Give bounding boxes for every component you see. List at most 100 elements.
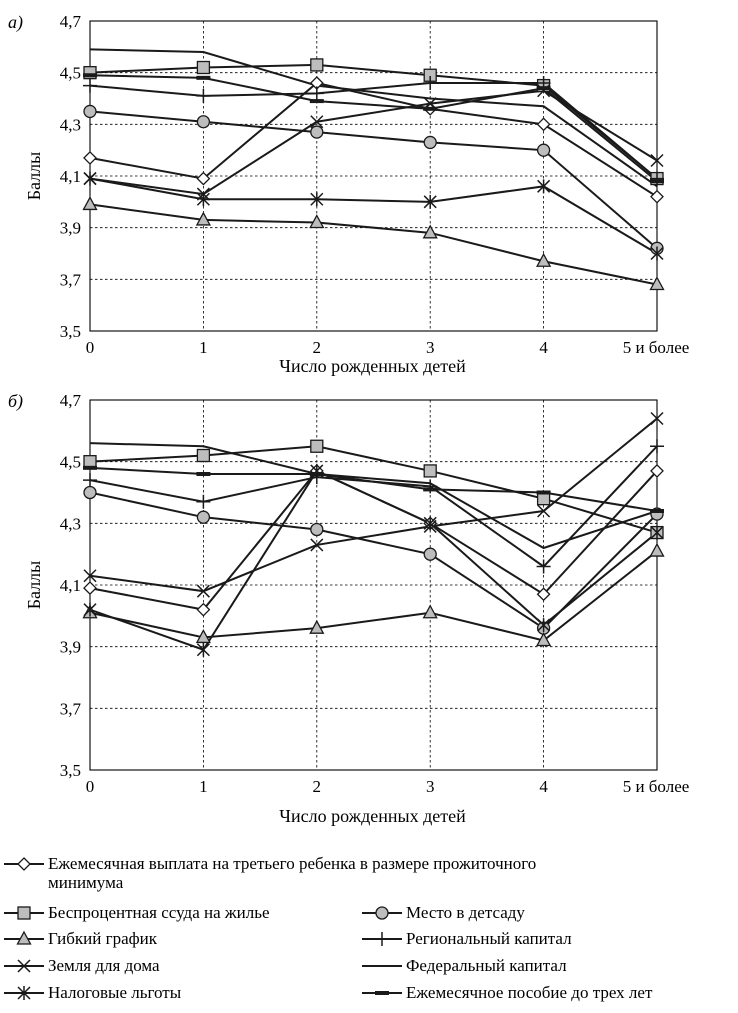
series-line [89, 74, 658, 182]
series-line [89, 63, 658, 180]
series-line [89, 48, 658, 188]
data-point-plus [536, 559, 551, 574]
legend-marker-diamond [17, 857, 31, 871]
data-point-circle [310, 522, 324, 537]
x-tick-label: 1 [199, 338, 208, 357]
data-point-dash [309, 472, 324, 476]
y-tick-label: 4,3 [60, 514, 81, 533]
legend-marker-circle [375, 906, 389, 920]
data-point-dash [536, 490, 551, 495]
legend-marker-square [17, 906, 31, 920]
series-line [89, 417, 658, 593]
chart-panel-a: 3,5 3,7 3,9 4,1 4,3 4,5 4,7 0 1 2 3 4 5 и более Число… [8, 12, 689, 376]
y-tick-label: 3,9 [60, 219, 81, 238]
data-point-plus [83, 78, 97, 93]
legend-swatch [362, 965, 402, 967]
data-point-triangle [82, 196, 98, 211]
data-point-dash [423, 487, 438, 492]
x-tick-label: 5 и более [623, 777, 690, 796]
y-tick-label: 3,7 [60, 270, 82, 289]
y-tick-label: 4,7 [60, 391, 82, 410]
data-point-square [310, 58, 324, 72]
y-tick-label: 3,5 [60, 761, 81, 780]
data-point-star [310, 192, 324, 207]
series-line [89, 110, 658, 250]
data-point-triangle [309, 214, 325, 229]
data-point-triangle [649, 542, 665, 557]
data-point-cross [83, 569, 97, 583]
legend-swatch [362, 906, 402, 920]
legend-label: Налоговые льготы [48, 983, 182, 1002]
data-point-star [537, 618, 551, 633]
y-tick-label: 4,1 [60, 167, 81, 186]
y-tick-label: 4,1 [60, 576, 81, 595]
x-tick-label: 5 и более [623, 338, 690, 357]
legend-swatch [4, 906, 44, 920]
series-line [89, 466, 658, 512]
y-tick-label: 4,3 [60, 115, 81, 134]
data-point-triangle [422, 604, 438, 619]
y-axis-label: Баллы [24, 561, 44, 610]
legend-label: Ежемесячная выплата на третьего ребенка … [48, 854, 537, 873]
legend-swatch [362, 991, 402, 995]
data-point-diamond [536, 117, 551, 132]
data-point-plus [650, 171, 664, 186]
data-point-star [650, 525, 664, 540]
series-line [89, 81, 658, 198]
data-point-dash [83, 73, 97, 78]
data-point-cross [196, 584, 210, 598]
x-tick-label: 0 [86, 777, 95, 796]
legend-label: Региональный капитал [406, 929, 572, 948]
y-tick-label: 4,5 [60, 64, 81, 83]
x-tick-label: 0 [86, 338, 95, 357]
data-point-diamond [536, 587, 551, 602]
panel-tag: а) [8, 12, 23, 33]
data-point-circle [196, 510, 211, 524]
data-point-triangle [536, 632, 552, 647]
data-point-circle [196, 115, 211, 129]
series-line [89, 442, 658, 550]
data-point-star [83, 171, 97, 186]
data-point-square [423, 464, 437, 478]
y-tick-label: 3,5 [60, 322, 81, 341]
series-line [89, 203, 658, 286]
data-point-diamond [83, 581, 97, 596]
data-point-cross [650, 153, 664, 168]
data-point-star [423, 516, 437, 531]
data-point-square [196, 448, 211, 463]
data-point-diamond [650, 189, 664, 204]
data-point-cross [537, 504, 551, 518]
x-axis-label: Число рожденных детей [279, 356, 466, 376]
x-tick-label: 4 [539, 338, 548, 357]
x-tick-label: 2 [313, 777, 322, 796]
data-point-cross [310, 115, 324, 129]
legend-marker-dash [375, 991, 389, 995]
data-point-star [423, 194, 437, 209]
data-point-plus [650, 439, 664, 454]
data-point-plus [423, 76, 438, 90]
data-point-diamond [196, 602, 211, 617]
data-point-triangle [309, 619, 325, 634]
x-tick-label: 4 [539, 777, 548, 796]
legend-marker-plus [375, 932, 389, 946]
data-point-dash [83, 465, 97, 470]
charts-canvas: 3,5 3,7 3,9 4,1 4,3 4,5 4,7 0 1 2 3 4 5 и более Число… [8, 12, 690, 826]
data-point-dash [650, 179, 664, 184]
data-point-dash [196, 75, 211, 80]
y-axis-label: Баллы [24, 152, 44, 201]
series-line [89, 550, 658, 642]
legend-label-continued: минимума [48, 873, 124, 892]
legend-label: Земля для дома [48, 956, 160, 975]
legend-label: Место в детсаду [406, 903, 525, 922]
data-point-dash [196, 472, 211, 476]
data-point-circle [83, 104, 97, 119]
panel-tag: б) [8, 391, 23, 412]
legend-swatch [4, 986, 44, 1000]
data-point-triangle [195, 211, 211, 226]
data-point-diamond [196, 171, 211, 186]
series-line [89, 82, 658, 180]
data-point-circle [423, 135, 437, 150]
x-tick-label: 2 [313, 338, 322, 357]
data-point-cross [650, 411, 664, 426]
data-point-plus [196, 494, 211, 509]
